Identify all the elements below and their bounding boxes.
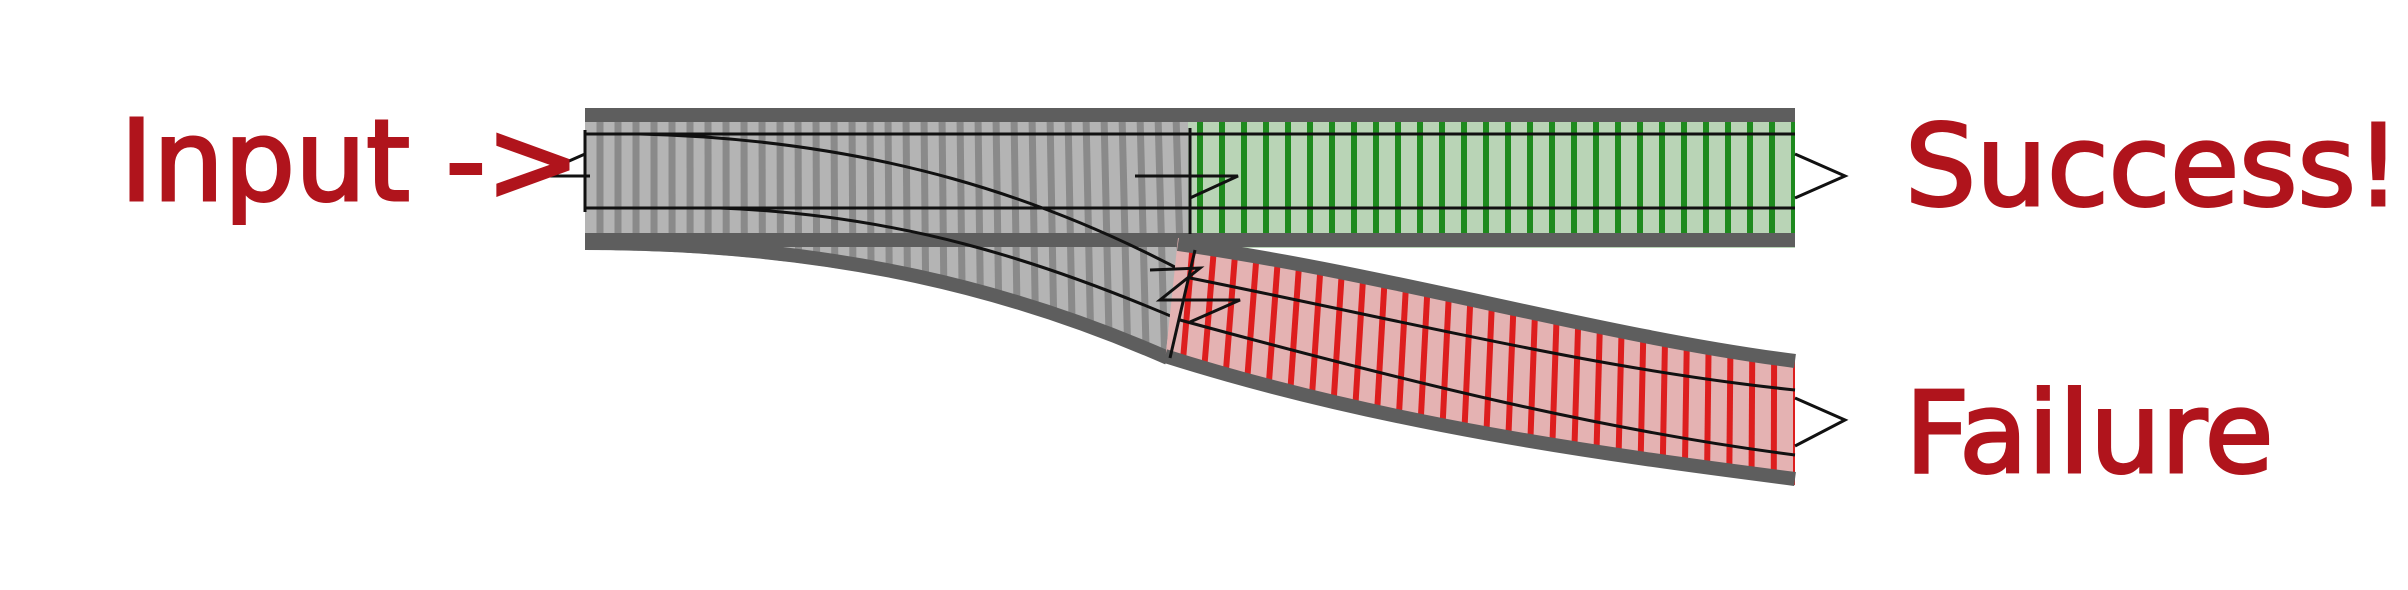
track-tie [1751,230,1753,495]
input-track-top-rail [585,108,1188,122]
input-label: Input -> [120,97,580,227]
track-tie [906,115,908,380]
track-tie [1707,230,1710,495]
input-track [535,108,1190,380]
track-tie [870,115,872,380]
track-tie [816,115,817,380]
success-label: Success! [1905,102,2401,232]
track-tie [1729,230,1731,495]
track-tie [960,115,963,380]
success-track-bottom-rail [1188,233,1795,247]
track-tie [1050,115,1055,380]
track-tie [1032,115,1036,380]
failure-label: Failure [1905,369,2273,499]
success-track [1135,108,1845,248]
success-track-top-rail [1188,108,1795,122]
track-tie [834,115,835,380]
track-tie [1014,115,1018,380]
failure-track [1150,230,1845,495]
track-tie [924,115,927,380]
failure-track-bed [1165,238,1795,485]
track-tie [888,115,890,380]
failure-track-end-mark [1795,398,1845,446]
track-tie [942,115,945,380]
success-track-end-mark [1795,154,1845,198]
track-tie [798,115,799,380]
track-tie [1685,230,1689,495]
track-tie [996,115,1000,380]
